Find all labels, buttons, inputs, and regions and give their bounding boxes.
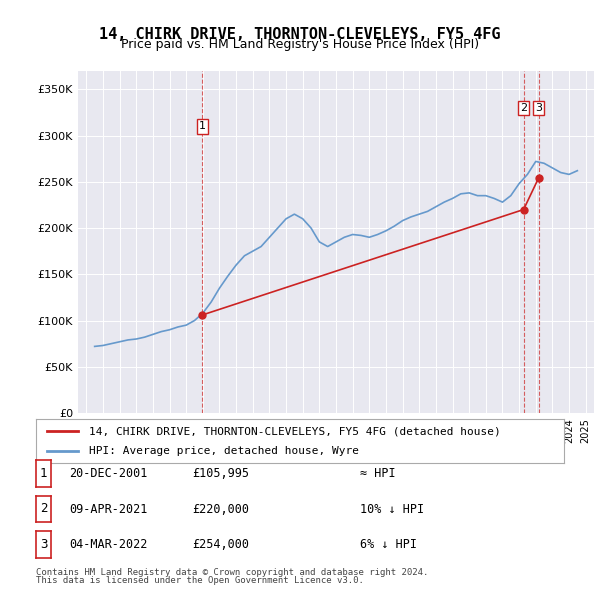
Text: 14, CHIRK DRIVE, THORNTON-CLEVELEYS, FY5 4FG (detached house): 14, CHIRK DRIVE, THORNTON-CLEVELEYS, FY5… (89, 427, 500, 436)
Text: 1: 1 (199, 122, 206, 132)
Text: 14, CHIRK DRIVE, THORNTON-CLEVELEYS, FY5 4FG: 14, CHIRK DRIVE, THORNTON-CLEVELEYS, FY5… (99, 27, 501, 41)
Text: 04-MAR-2022: 04-MAR-2022 (69, 538, 148, 551)
Text: £220,000: £220,000 (192, 503, 249, 516)
Text: Price paid vs. HM Land Registry's House Price Index (HPI): Price paid vs. HM Land Registry's House … (121, 38, 479, 51)
Text: 2: 2 (520, 103, 527, 113)
Text: Contains HM Land Registry data © Crown copyright and database right 2024.: Contains HM Land Registry data © Crown c… (36, 568, 428, 577)
Text: 3: 3 (535, 103, 542, 113)
Text: 6% ↓ HPI: 6% ↓ HPI (360, 538, 417, 551)
Text: 09-APR-2021: 09-APR-2021 (69, 503, 148, 516)
Text: 3: 3 (40, 537, 47, 551)
Text: 1: 1 (40, 467, 47, 480)
Text: 20-DEC-2001: 20-DEC-2001 (69, 467, 148, 480)
Text: ≈ HPI: ≈ HPI (360, 467, 395, 480)
Text: HPI: Average price, detached house, Wyre: HPI: Average price, detached house, Wyre (89, 446, 359, 455)
Text: £105,995: £105,995 (192, 467, 249, 480)
Text: 10% ↓ HPI: 10% ↓ HPI (360, 503, 424, 516)
Text: £254,000: £254,000 (192, 538, 249, 551)
Text: This data is licensed under the Open Government Licence v3.0.: This data is licensed under the Open Gov… (36, 576, 364, 585)
Text: 2: 2 (40, 502, 47, 516)
